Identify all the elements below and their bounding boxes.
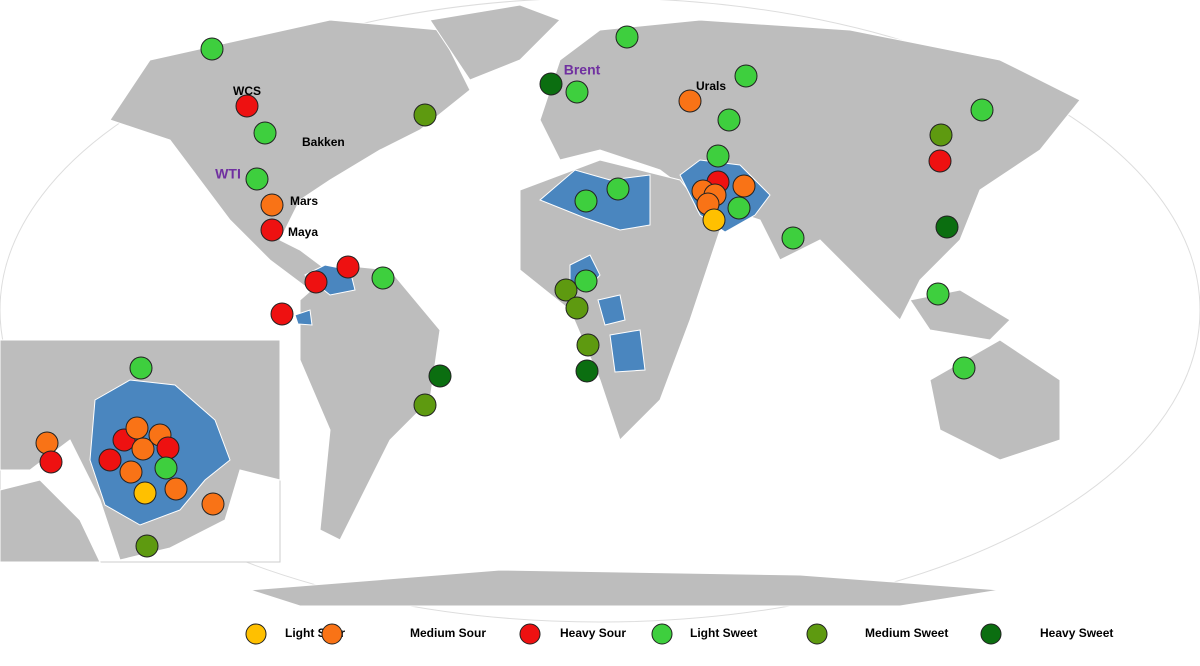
legend-label: Heavy Sour [560,626,626,640]
crude-marker [371,266,395,290]
crude-marker [135,534,159,558]
crude-marker [39,450,63,474]
crude-marker [200,37,224,61]
crude-marker [260,218,284,242]
crude-marker [606,177,630,201]
crude-marker [678,89,702,113]
legend-swatch [519,623,541,645]
crude-marker [133,481,157,505]
crude-marker [732,174,756,198]
oil-label: Mars [290,194,318,208]
crude-marker [156,436,180,460]
legend-swatch [651,623,673,645]
legend-swatch [806,623,828,645]
crude-marker [131,437,155,461]
crude-marker [928,149,952,173]
crude-marker [952,356,976,380]
markers [35,25,994,558]
legend-swatch [980,623,1002,645]
legend: Light Sour Medium Sour Heavy Sour Light Swe… [245,623,1113,645]
oil-labels: WCS Bakken WTI Mars Maya Brent Urals [215,62,726,239]
crude-marker [253,121,277,145]
crude-marker [119,460,143,484]
crude-marker [575,359,599,383]
crude-marker [554,278,578,302]
legend-label: Medium Sweet [865,626,948,640]
crude-marker [702,208,726,232]
legend-label: Medium Sour [410,626,486,640]
crude-marker [428,364,452,388]
crude-marker [717,108,741,132]
crude-marker [413,103,437,127]
crude-marker [539,72,563,96]
crude-marker [935,215,959,239]
crude-marker [929,123,953,147]
crude-marker [565,80,589,104]
oil-label: Bakken [302,135,345,149]
crude-marker [926,282,950,306]
legend-label: Light Sweet [690,626,757,640]
legend-swatch [245,623,267,645]
crude-marker [574,189,598,213]
oil-label: WTI [215,166,241,182]
crude-marker [35,431,59,455]
crude-marker [125,416,149,440]
crude-marker [970,98,994,122]
crude-marker [336,255,360,279]
crude-marker [154,456,178,480]
crude-marker [129,356,153,380]
crude-marker [565,296,589,320]
crude-marker [576,333,600,357]
crude-marker [413,393,437,417]
crude-marker [270,302,294,326]
crude-marker [235,94,259,118]
crude-marker [260,193,284,217]
oil-label: Brent [564,62,601,78]
crude-marker [245,167,269,191]
crude-marker [615,25,639,49]
oil-label: Urals [696,79,726,93]
crude-marker [706,144,730,168]
oil-label: WCS [233,84,261,98]
crude-marker [727,196,751,220]
crude-marker [734,64,758,88]
legend-swatch [321,623,343,645]
crude-marker [98,448,122,472]
crude-marker [304,270,328,294]
legend-label: Heavy Sweet [1040,626,1113,640]
crude-marker [574,269,598,293]
crude-marker [781,226,805,250]
crude-marker [164,477,188,501]
crude-marker [201,492,225,516]
oil-label: Maya [288,225,318,239]
